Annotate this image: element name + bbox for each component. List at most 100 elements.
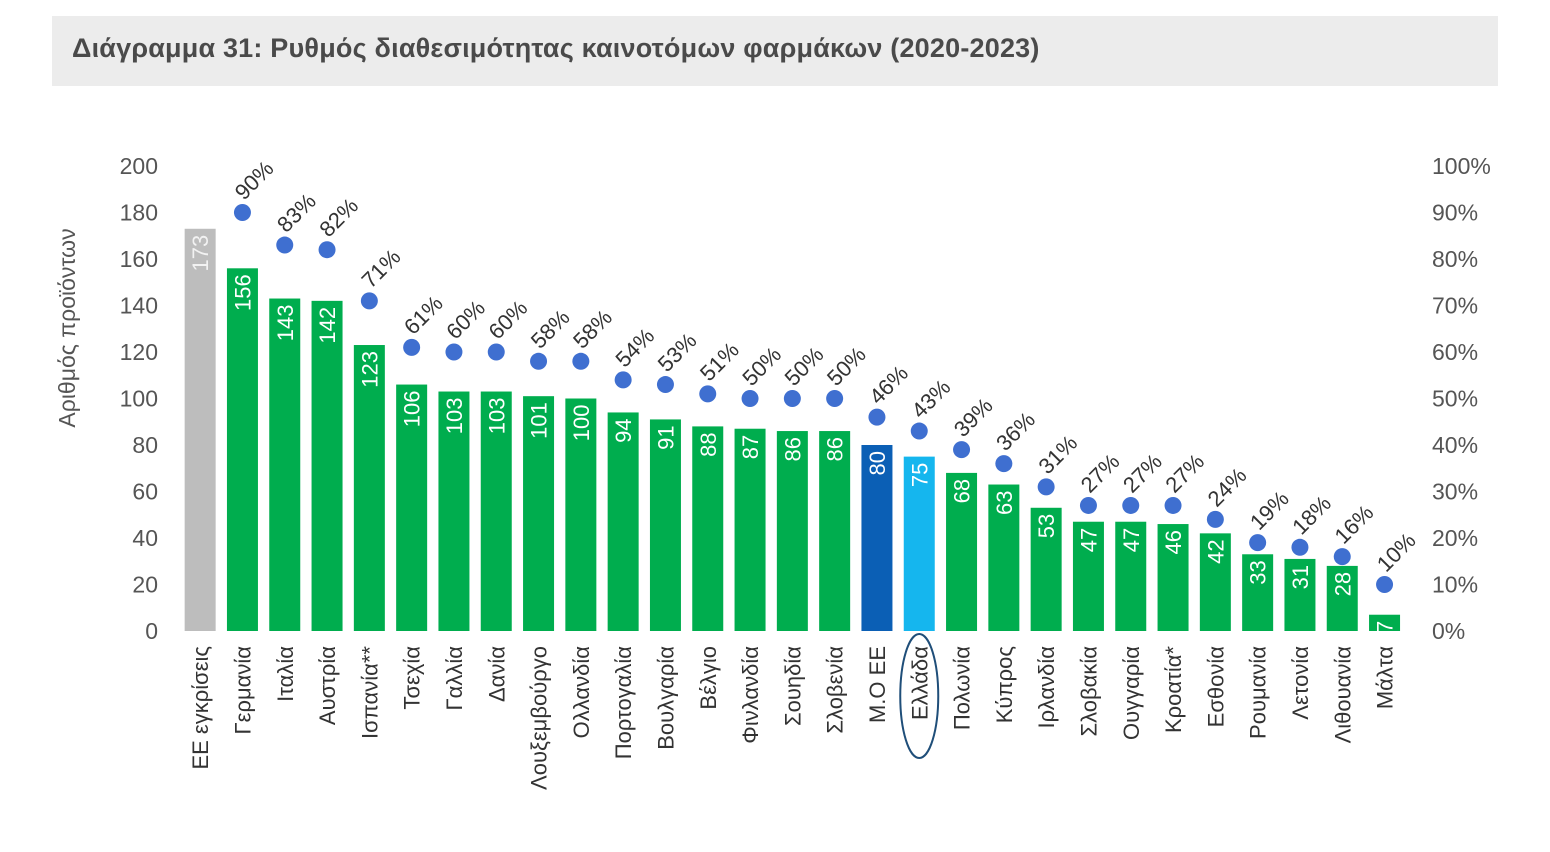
category-label: Λετονία — [1288, 646, 1313, 720]
bar-value-label: 33 — [1246, 560, 1271, 584]
y2-tick-label: 60% — [1432, 339, 1478, 365]
rate-label: 46% — [864, 360, 913, 409]
rate-label: 27% — [1076, 449, 1125, 498]
category-label: Ρουμανία — [1246, 646, 1271, 739]
y2-tick-label: 70% — [1432, 293, 1478, 319]
rate-dot — [487, 343, 505, 361]
bar — [1115, 521, 1147, 631]
category-label: Αυστρία — [315, 646, 340, 725]
bar — [607, 412, 639, 631]
rate-label: 71% — [357, 244, 406, 293]
category-label: Πολωνία — [950, 646, 975, 730]
rate-label: 43% — [907, 374, 956, 423]
rate-label: 58% — [526, 305, 575, 354]
bar — [734, 428, 766, 631]
rate-dot — [614, 371, 632, 389]
bar-value-label: 123 — [357, 351, 382, 388]
rate-dot — [868, 408, 886, 426]
rate-dot — [572, 352, 590, 370]
bar — [776, 431, 808, 631]
category-label: Σλοβακία — [1076, 646, 1101, 737]
category-label: Βέλγιο — [696, 646, 721, 710]
category-label: Ουγγαρία — [1119, 646, 1144, 740]
bar-value-label: 103 — [484, 398, 509, 435]
bar — [269, 298, 301, 631]
rate-label: 54% — [610, 323, 659, 372]
bar-value-label: 42 — [1203, 539, 1228, 563]
category-label: Σλοβενία — [823, 646, 848, 734]
y-tick-label: 0 — [145, 618, 158, 644]
rate-dot — [783, 390, 801, 407]
bar — [1242, 554, 1274, 631]
bar — [946, 472, 978, 631]
category-label: Δανία — [484, 646, 509, 702]
y2-tick-label: 100% — [1432, 153, 1491, 179]
bar — [988, 484, 1020, 631]
rate-dot — [318, 241, 336, 259]
category-label: ΕΕ εγκρίσεις — [188, 646, 213, 770]
rate-label: 51% — [695, 337, 744, 386]
y-tick-label: 120 — [120, 339, 158, 365]
category-label: Ιταλία — [273, 646, 298, 702]
category-label: Ελλάδα — [907, 646, 932, 720]
rate-label: 61% — [399, 291, 448, 340]
rate-dot — [953, 441, 971, 459]
rate-label: 16% — [1330, 500, 1379, 549]
rate-dot — [1206, 510, 1224, 528]
rate-label: 36% — [991, 407, 1040, 456]
bar-value-label: 94 — [611, 418, 636, 442]
category-label: Γερμανία — [230, 646, 255, 735]
category-label: Εσθονία — [1203, 646, 1228, 728]
rate-label: 39% — [949, 393, 998, 442]
bar-value-label: 100 — [569, 405, 594, 442]
rate-label: 50% — [737, 342, 786, 391]
category-label: Λιθουανία — [1330, 646, 1355, 744]
bar-value-label: 101 — [527, 402, 552, 439]
rate-dot — [276, 236, 294, 254]
highlight-ellipse — [899, 633, 940, 759]
bar — [1072, 521, 1104, 631]
rate-dot — [1079, 496, 1097, 514]
rate-dot — [826, 390, 844, 407]
rate-dot — [656, 376, 674, 394]
bar — [523, 396, 555, 631]
bar-value-label: 68 — [950, 479, 975, 503]
rate-label: 90% — [230, 156, 279, 205]
y2-tick-label: 10% — [1432, 572, 1478, 598]
bar — [353, 345, 385, 631]
y-tick-label: 60 — [132, 479, 158, 505]
rate-dot — [1122, 496, 1140, 514]
rate-label: 19% — [1245, 486, 1294, 535]
y2-tick-label: 40% — [1432, 432, 1478, 458]
bar-value-label: 142 — [315, 307, 340, 344]
bar-value-label: 106 — [400, 391, 425, 428]
bar — [438, 391, 470, 631]
rate-dot — [1376, 576, 1394, 593]
rate-label: 18% — [1287, 491, 1336, 540]
bar — [480, 391, 512, 631]
rate-label: 31% — [1033, 430, 1082, 479]
bar — [1326, 565, 1358, 631]
rate-dot — [1249, 534, 1267, 552]
bar-value-label: 87 — [738, 435, 763, 459]
bar-value-label: 80 — [865, 451, 890, 475]
category-label: Κύπρος — [992, 646, 1017, 723]
rate-dot — [1333, 548, 1351, 566]
bar-value-label: 28 — [1330, 572, 1355, 596]
y-tick-label: 160 — [120, 246, 158, 272]
bar-value-label: 53 — [1034, 514, 1059, 538]
bar-value-label: 75 — [907, 463, 932, 487]
rate-label: 82% — [314, 193, 363, 242]
rate-dot — [1037, 478, 1055, 496]
bar — [396, 384, 428, 631]
rate-dot — [403, 338, 421, 356]
bar — [649, 419, 681, 631]
category-label: Φινλανδία — [738, 646, 763, 744]
bar-value-label: 86 — [780, 437, 805, 461]
rate-label: 50% — [822, 342, 871, 391]
category-label: Σουηδία — [780, 646, 805, 726]
rate-label: 60% — [441, 295, 490, 344]
bar — [1199, 533, 1231, 631]
y2-tick-label: 80% — [1432, 246, 1478, 272]
